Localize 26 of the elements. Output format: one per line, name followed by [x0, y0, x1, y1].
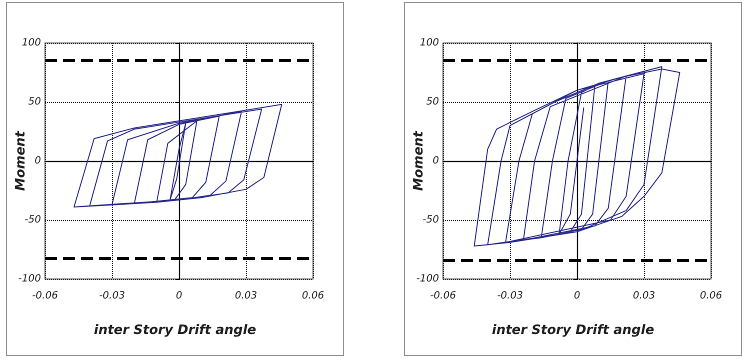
- y-tick-label: -50: [422, 214, 439, 226]
- x-tick-label: 0.06: [700, 290, 722, 302]
- x-tick-label: -0.03: [99, 290, 125, 302]
- x-tick-label: -0.03: [497, 290, 523, 302]
- y-tick-label: 50: [426, 96, 439, 108]
- x-axis-title: inter Story Drift angle: [492, 323, 654, 338]
- y-tick-label: 0: [34, 156, 41, 166]
- x-tick-label: 0.06: [302, 290, 324, 302]
- y-tick-label: 100: [420, 38, 439, 48]
- y-tick-label: 100: [22, 38, 41, 48]
- y-axis-title: Moment: [412, 130, 426, 191]
- y-tick-label: -50: [24, 214, 41, 226]
- x-tick-label: 0.03: [234, 290, 258, 302]
- y-axis-title: Moment: [14, 130, 28, 191]
- y-tick-label: 50: [28, 96, 41, 108]
- x-tick-label: 0.03: [632, 290, 656, 302]
- x-tick-label: 0: [176, 290, 182, 302]
- y-tick-label: -100: [18, 274, 41, 284]
- x-tick-label: -0.06: [32, 290, 58, 302]
- x-tick-label: -0.06: [430, 290, 456, 302]
- x-axis-title: inter Story Drift angle: [94, 323, 256, 338]
- line-series: [74, 104, 282, 208]
- x-tick-label: 0: [574, 290, 580, 302]
- line-series: [474, 66, 680, 246]
- y-tick-label: -100: [416, 274, 439, 284]
- y-tick-label: 0: [432, 156, 439, 166]
